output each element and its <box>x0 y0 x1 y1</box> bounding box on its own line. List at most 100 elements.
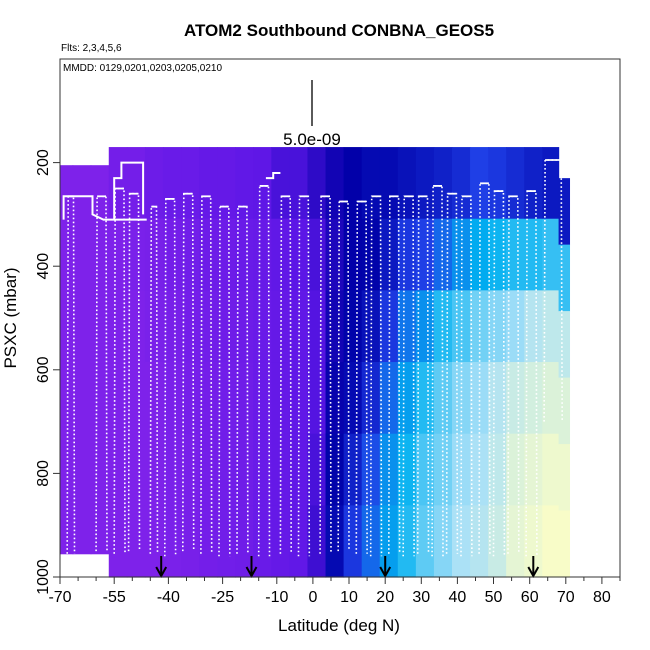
heatmap-cell <box>289 290 309 363</box>
profile-trace <box>279 195 292 554</box>
heatmap-cell <box>542 505 560 578</box>
x-tick-label: 60 <box>521 589 539 606</box>
flight-track <box>265 172 281 180</box>
heatmap-cell <box>217 362 236 435</box>
latitude-arrow-head <box>379 566 392 579</box>
heatmap-cell <box>181 433 200 506</box>
heatmap-cell <box>488 362 507 435</box>
heatmap-cell <box>325 218 345 291</box>
heatmap-cell <box>343 362 363 435</box>
heatmap-cell <box>558 178 571 246</box>
heatmap-cell <box>253 362 272 435</box>
heatmap-cell <box>452 433 471 506</box>
heatmap-cell <box>253 505 272 578</box>
heatmap-cell <box>144 362 164 435</box>
heatmap-cell <box>470 433 489 506</box>
heatmap-cell <box>235 433 254 506</box>
profile-trace <box>543 159 563 422</box>
heatmap-cell <box>60 229 74 296</box>
y-axis: 200 400 600 800 1000 <box>35 149 61 595</box>
heatmap-cell <box>325 147 345 220</box>
x-tick-label: 0 <box>308 589 317 606</box>
latitude-arrow-head <box>155 566 168 579</box>
heatmap-cell <box>289 433 309 506</box>
heatmap-cell <box>289 505 309 578</box>
profile-trace <box>257 185 271 557</box>
heatmap-cell <box>235 362 254 435</box>
heatmap-cell <box>470 218 489 291</box>
heatmap-cell <box>379 433 399 506</box>
heatmap-cell <box>289 147 309 220</box>
heatmap-cell <box>415 218 435 291</box>
heatmap-cell <box>524 433 543 506</box>
heatmap-cell <box>181 218 200 291</box>
heatmap-cell <box>452 505 471 578</box>
heatmap-cell <box>90 359 110 425</box>
heatmap-cell <box>452 290 471 363</box>
heatmap-cell <box>72 294 92 361</box>
heatmap-cell <box>506 147 525 220</box>
heatmap-cell <box>506 290 525 363</box>
heatmap-cell <box>452 362 471 435</box>
x-tick-label: -10 <box>265 589 288 606</box>
heatmap-cell <box>524 505 543 578</box>
profile-trace <box>507 195 520 554</box>
heatmap-cell <box>558 444 571 512</box>
x-tick-label: 30 <box>412 589 430 606</box>
heatmap-cell <box>271 290 291 363</box>
profile-trace <box>149 205 159 554</box>
heatmap-cell <box>325 362 345 435</box>
heatmap-cell <box>415 433 435 506</box>
heatmap-cell <box>144 147 164 220</box>
heatmap-cell <box>253 290 272 363</box>
heatmap-cell <box>126 147 146 220</box>
heatmap-cell <box>506 433 525 506</box>
heatmap-cell <box>524 218 543 291</box>
heatmap-cell <box>433 505 453 578</box>
heatmap-cell <box>433 433 453 506</box>
heatmap-cell <box>126 362 146 435</box>
heatmap-cell <box>235 290 254 363</box>
heatmap-cell <box>415 290 435 363</box>
heatmap-cell <box>90 294 110 361</box>
heatmap-cell <box>199 433 218 506</box>
heatmap-cell <box>325 433 345 506</box>
profile-trace <box>113 187 126 554</box>
heatmap-cell <box>217 218 236 291</box>
heatmap-cell <box>72 165 92 231</box>
heatmap-cell <box>72 424 92 490</box>
flight-tracks <box>62 161 281 221</box>
heatmap-cell <box>289 362 309 435</box>
heatmap-cell <box>307 290 327 363</box>
latitude-arrows <box>155 556 540 579</box>
x-tick-label: 50 <box>485 589 503 606</box>
heatmap-cell <box>433 218 453 291</box>
heatmap-cells <box>60 147 571 578</box>
heatmap-cell <box>90 165 110 231</box>
heatmap-cell <box>361 505 381 578</box>
x-tick-label: 10 <box>340 589 358 606</box>
profile-trace <box>236 205 249 554</box>
x-tick-label: 40 <box>449 589 467 606</box>
heatmap-cell <box>452 147 471 220</box>
heatmap-cell <box>470 362 489 435</box>
heatmap-cell <box>488 218 507 291</box>
heatmap-cell <box>199 290 218 363</box>
heatmap-cell <box>108 218 128 291</box>
heatmap-cell <box>558 510 571 578</box>
x-tick-label: 20 <box>376 589 394 606</box>
heatmap-cell <box>361 147 381 220</box>
profile-trace <box>319 195 332 554</box>
heatmap-cell <box>144 290 164 363</box>
heatmap-cell <box>415 147 435 220</box>
heatmap-cell <box>144 433 164 506</box>
profile-trace <box>492 190 506 557</box>
y-axis-label: PSXC (mbar) <box>1 267 20 368</box>
profile-trace <box>388 195 401 554</box>
heatmap-cell <box>343 147 363 220</box>
heatmap-cell <box>415 505 435 578</box>
heatmap-cell <box>108 433 128 506</box>
latitude-arrow-head <box>527 566 540 579</box>
heatmap-cell <box>235 147 254 220</box>
heatmap-cell <box>271 147 291 220</box>
